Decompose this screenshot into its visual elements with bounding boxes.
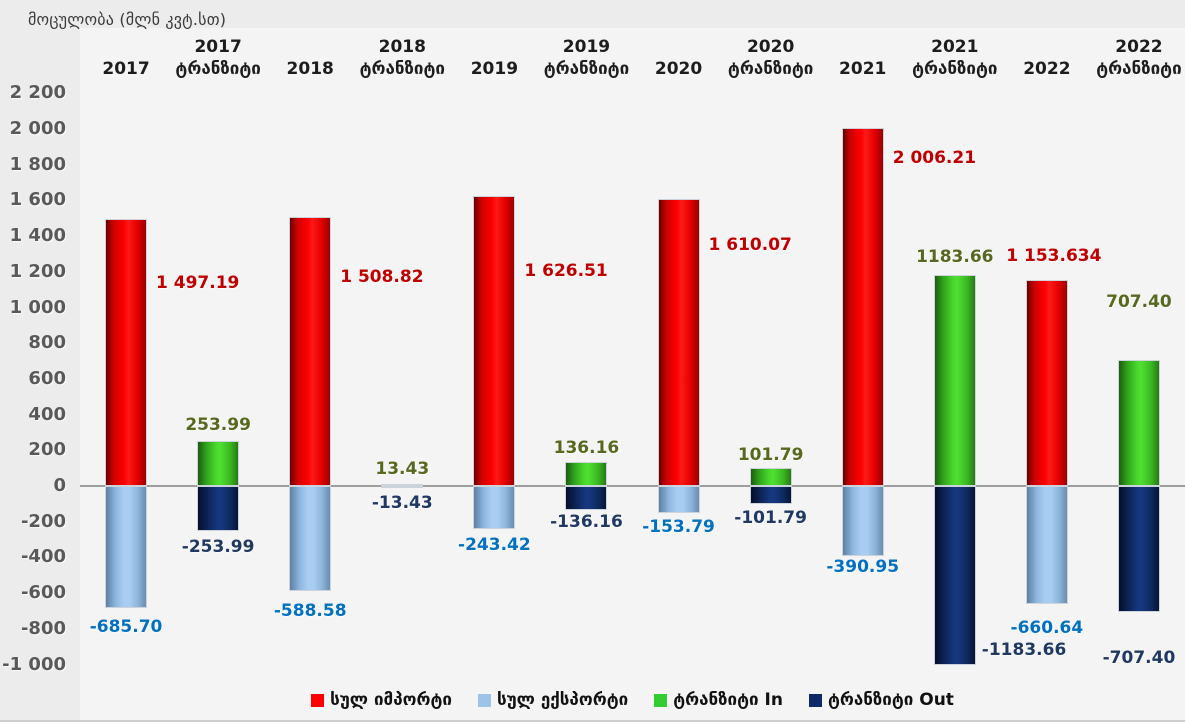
bar-transit-out-2021-ტრანზიტი — [933, 486, 976, 665]
bar-total-import-2021 — [841, 127, 884, 486]
data-label-transit-in-2019-ტრანზიტი: 136.16 — [553, 437, 620, 458]
y-axis-tick-label: 1 400 — [9, 225, 66, 247]
legend-item-transit-in: ტრანზიტი In — [654, 690, 783, 710]
data-label-transit-in-2022-ტრანზიტი: 707.40 — [1106, 291, 1172, 312]
legend-label-total-import: სულ იმპორტი — [330, 690, 452, 710]
bar-transit-out-2020-ტრანზიტი — [749, 486, 792, 505]
data-label-total-import-2021: 2 006.21 — [892, 147, 977, 168]
bar-transit-in-2021-ტრანზიტი — [933, 274, 976, 486]
y-axis-tick-label: 1 600 — [9, 189, 66, 211]
legend-swatch-transit-out — [808, 693, 822, 707]
bar-total-import-2020 — [657, 198, 700, 486]
category-header-6: 2020 — [654, 59, 703, 79]
category-header-11: 2022 ტრანზიტი — [1096, 37, 1182, 79]
data-label-total-export-2021: -390.95 — [826, 556, 900, 577]
bar-transit-in-2017-ტრანზიტი — [197, 440, 240, 486]
bar-total-export-2018 — [289, 486, 332, 592]
category-header-10: 2022 — [1023, 59, 1071, 79]
bar-transit-in-2019-ტრანზიტი — [565, 461, 608, 486]
legend-item-transit-out: ტრანზიტი Out — [808, 690, 954, 710]
bar-total-export-2022 — [1025, 486, 1068, 604]
bar-transit-out-2018-ტრანზიტი — [381, 486, 424, 489]
legend-item-total-export: სულ ექსპორტი — [477, 690, 629, 710]
data-label-transit-out-2022-ტრანზიტი: -707.40 — [1102, 648, 1176, 669]
data-label-total-export-2019: -243.42 — [458, 535, 531, 556]
bar-total-export-2017 — [105, 486, 148, 609]
data-label-transit-out-2019-ტრანზიტი: -136.16 — [550, 512, 623, 533]
data-label-transit-in-2018-ტრანზიტი: 13.43 — [375, 458, 430, 479]
legend-swatch-total-export — [477, 693, 491, 707]
data-label-transit-out-2020-ტრანზიტი: -101.79 — [734, 508, 807, 529]
category-header-5: 2019 ტრანზიტი — [543, 37, 630, 79]
chart-title: მოცულობა (მლნ კვტ.სთ) — [28, 10, 227, 29]
data-label-transit-in-2017-ტრანზიტი: 253.99 — [185, 414, 251, 435]
data-label-total-export-2022: -660.64 — [1010, 617, 1084, 638]
bar-transit-out-2017-ტრანზიტი — [197, 486, 240, 532]
category-header-1: 2017 ტრანზიტი — [175, 37, 261, 79]
y-axis-tick-label: -1 000 — [2, 653, 66, 675]
y-axis-tick-label: -600 — [20, 582, 66, 604]
y-axis-tick-label: 200 — [28, 439, 66, 461]
bar-total-export-2020 — [657, 486, 700, 514]
legend: სულ იმპორტი სულ ექსპორტი ტრანზიტი In ტრანზი… — [80, 686, 1185, 714]
data-label-total-export-2018: -588.58 — [273, 601, 347, 622]
category-header-8: 2021 — [839, 59, 887, 79]
legend-label-transit-out: ტრანზიტი Out — [827, 690, 954, 710]
category-header-0: 2017 — [102, 59, 150, 79]
bar-transit-out-2022-ტრანზიტი — [1117, 486, 1160, 613]
y-axis-tick-label: 2 000 — [9, 118, 66, 139]
y-axis-tick-label: -800 — [20, 617, 66, 639]
data-label-transit-in-2021-ტრანზიტი: 1183.66 — [916, 246, 994, 267]
zero-axis-line — [80, 485, 1185, 487]
y-axis-tick-label: -200 — [20, 510, 66, 532]
data-label-transit-out-2017-ტრანზიტი: -253.99 — [181, 537, 255, 558]
bar-total-import-2019 — [473, 195, 516, 486]
data-label-total-import-2019: 1 626.51 — [524, 260, 608, 281]
data-label-total-import-2020: 1 610.07 — [708, 234, 792, 255]
legend-label-transit-in: ტრანზიტი In — [673, 690, 783, 710]
y-axis-tick-label: 0 — [53, 475, 66, 496]
data-label-total-import-2018: 1 508.82 — [340, 266, 424, 287]
category-header-3: 2018 ტრანზიტი — [359, 37, 445, 79]
bar-total-export-2019 — [473, 486, 516, 530]
legend-item-total-import: სულ იმპორტი — [311, 690, 452, 710]
y-axis-tick-label: 1 200 — [9, 260, 66, 282]
y-axis-tick-label: 1 000 — [9, 296, 66, 318]
data-label-transit-out-2018-ტრანზიტი: -13.43 — [371, 493, 433, 514]
data-label-transit-out-2021-ტრანზიტი: -1183.66 — [981, 639, 1067, 660]
y-axis-tick-label: 1 800 — [9, 153, 66, 175]
y-axis-tick-label: 800 — [28, 332, 66, 354]
y-axis-tick-label: 600 — [28, 367, 66, 389]
bar-transit-in-2022-ტრანზიტი — [1117, 359, 1160, 486]
data-label-total-export-2020: -153.79 — [642, 517, 715, 538]
bar-transit-in-2020-ტრანზიტი — [749, 467, 792, 486]
data-label-total-import-2022: 1 153.634 — [1006, 246, 1102, 267]
category-header-4: 2019 — [470, 59, 519, 79]
bar-transit-out-2019-ტრანზიტი — [565, 486, 608, 511]
data-label-total-export-2017: -685.70 — [89, 617, 163, 638]
bar-transit-in-2018-ტრანზიტი — [381, 483, 424, 486]
data-label-transit-in-2020-ტრანზიტი: 101.79 — [737, 444, 804, 465]
category-header-9: 2021 ტრანზიტი — [912, 37, 998, 79]
bar-total-import-2022 — [1025, 280, 1068, 486]
data-label-total-import-2017: 1 497.19 — [156, 272, 240, 293]
y-axis-tick-label: -400 — [20, 546, 66, 568]
bar-total-import-2017 — [105, 218, 148, 486]
category-header-2: 2018 — [286, 59, 334, 79]
category-header-7: 2020 ტრანზიტი — [727, 37, 814, 79]
bar-total-export-2021 — [841, 486, 884, 556]
y-axis-tick-label: 2 200 — [9, 82, 66, 104]
bar-total-import-2018 — [289, 216, 332, 486]
y-axis-tick-label: 400 — [28, 403, 66, 425]
legend-swatch-total-import — [311, 693, 325, 707]
legend-label-total-export: სულ ექსპორტი — [496, 690, 629, 710]
plot-area-background — [80, 28, 1185, 720]
legend-swatch-transit-in — [654, 693, 668, 707]
